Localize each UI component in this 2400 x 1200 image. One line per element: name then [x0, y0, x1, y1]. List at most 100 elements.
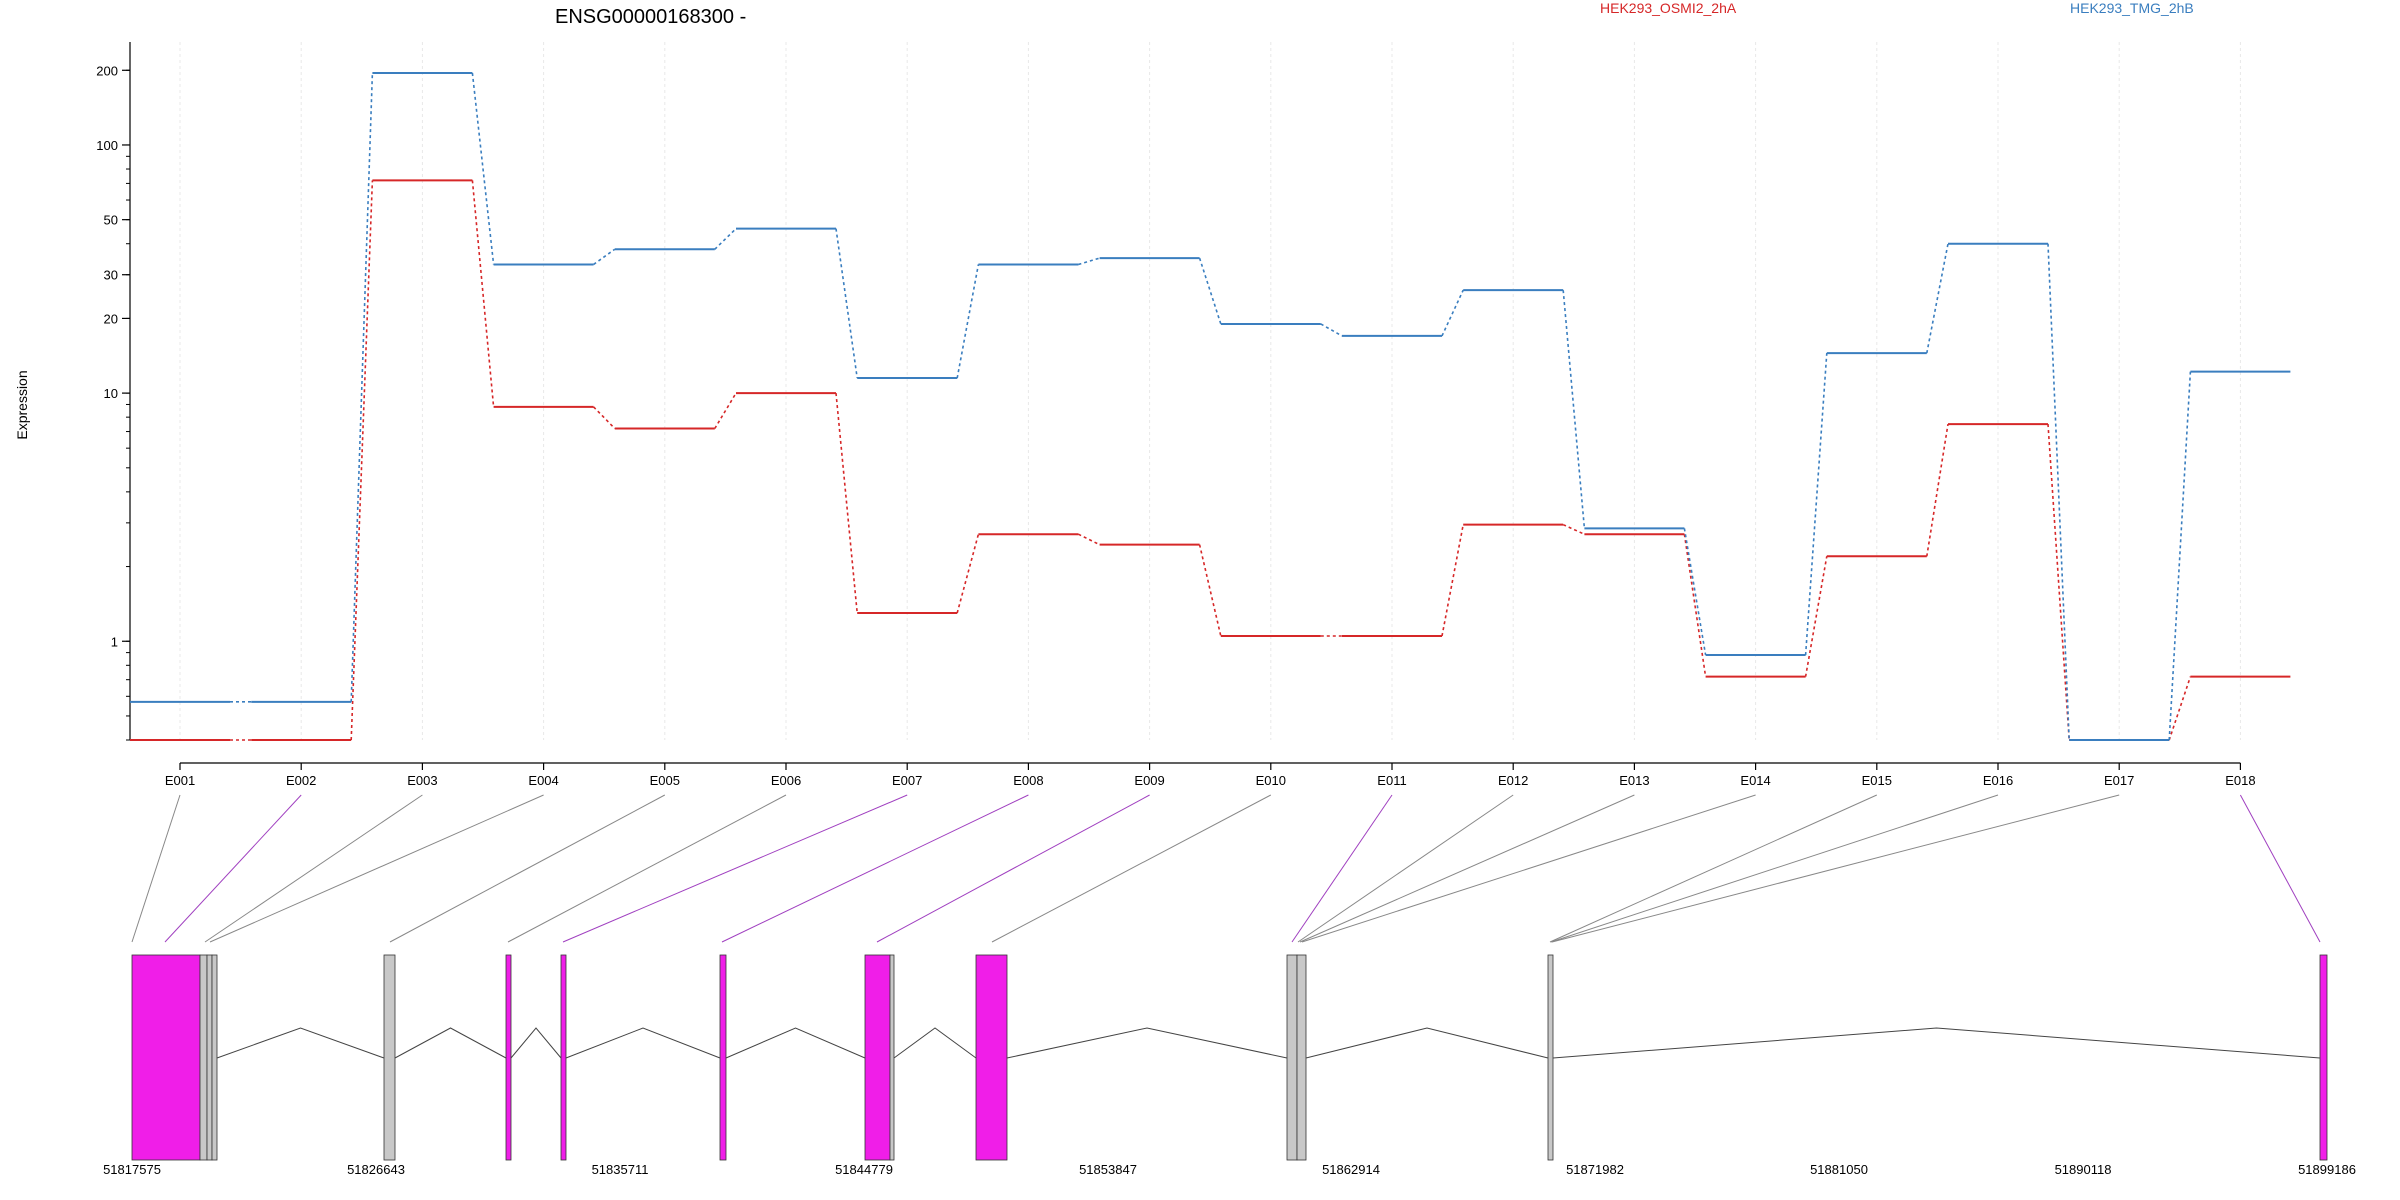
- grid: [179, 42, 2241, 740]
- genomic-coordinate-label-7: 51871982: [1566, 1162, 1624, 1177]
- connector-e004: [209, 794, 544, 943]
- x-tick-label-e001: E001: [165, 773, 195, 788]
- series-2-connector: [1320, 323, 1343, 337]
- connector-e016: [1550, 794, 1999, 943]
- intron-line-2: [394, 1027, 507, 1059]
- legend-entry-series-2: HEK293_TMG_2hB: [2070, 0, 2194, 16]
- exon-block-10: [889, 954, 895, 1161]
- exon-block-13: [1296, 954, 1307, 1161]
- genomic-coordinate-label-2: 51826643: [347, 1162, 405, 1177]
- y-tick-label-200: 200: [96, 63, 118, 78]
- series-2-connector: [1078, 257, 1100, 266]
- exon-block-8: [719, 954, 727, 1161]
- exon-connectors: [131, 794, 2321, 943]
- series-2-connector: [1804, 353, 1828, 656]
- x-tick-label-e005: E005: [650, 773, 680, 788]
- genomic-coordinate-label-5: 51853847: [1079, 1162, 1137, 1177]
- x-tick-label-e014: E014: [1740, 773, 1770, 788]
- connector-e006: [507, 794, 787, 943]
- y-tick-label-50: 50: [104, 213, 118, 228]
- connector-e012: [1297, 794, 1514, 943]
- connector-e005: [389, 794, 666, 943]
- x-tick-label-e010: E010: [1256, 773, 1286, 788]
- series-2-connector: [2047, 243, 2070, 741]
- series-1: [130, 179, 2291, 741]
- chart-title: ENSG00000168300 -: [555, 6, 746, 28]
- genomic-coordinate-label-3: 51835711: [592, 1162, 649, 1177]
- exon-block-4: [211, 954, 218, 1161]
- series-1-connector: [471, 180, 495, 407]
- connector-e014: [1301, 794, 1756, 943]
- exon-block-7: [560, 954, 567, 1161]
- exon-block-11: [975, 954, 1008, 1161]
- intron-line-9: [1552, 1027, 2321, 1059]
- exon-block-15: [2319, 954, 2328, 1161]
- x-tick-label-e011: E011: [1377, 773, 1406, 788]
- series-1-connector: [1078, 533, 1100, 546]
- x-tick-label-e009: E009: [1134, 773, 1164, 788]
- connector-e007: [562, 794, 908, 943]
- exon-block-5: [383, 954, 396, 1161]
- exon-block-2: [199, 954, 208, 1161]
- y-tick-label-10: 10: [104, 386, 118, 401]
- series-1-connector: [1926, 423, 1949, 557]
- x-tick-label-e004: E004: [528, 773, 558, 788]
- series-2-connector: [471, 72, 495, 265]
- connector-e008: [721, 794, 1029, 943]
- intron-line-4: [565, 1027, 721, 1059]
- connector-e018: [2239, 794, 2321, 943]
- exon-block-9: [864, 954, 891, 1161]
- x-tick-label-e012: E012: [1498, 773, 1528, 788]
- genomic-coordinate-label-10: 51899186: [2298, 1162, 2356, 1177]
- intron-line-7: [1006, 1027, 1288, 1059]
- series-1-connector: [350, 180, 374, 741]
- series-2-connector: [1198, 257, 1222, 325]
- genomic-coordinate-label-8: 51881050: [1810, 1162, 1868, 1177]
- connector-e015: [1549, 794, 1878, 943]
- series-2-connector: [714, 228, 737, 250]
- y-tick-label-30: 30: [104, 268, 118, 283]
- series-2-connector: [835, 228, 858, 379]
- y-tick-label-20: 20: [104, 311, 118, 326]
- series-2-connector: [350, 72, 374, 702]
- series-2-connector: [1441, 289, 1464, 337]
- connector-e003: [204, 794, 423, 943]
- x-tick-label-e008: E008: [1013, 773, 1043, 788]
- series-2-connector: [1562, 290, 1586, 529]
- intron-line-8: [1305, 1027, 1549, 1059]
- intron-line-6: [893, 1027, 977, 1059]
- x-tick-label-e016: E016: [1983, 773, 2013, 788]
- connector-e017: [1551, 794, 2120, 943]
- exon-block-12: [1286, 954, 1298, 1161]
- y-tick-label-1: 1: [111, 634, 118, 649]
- x-tick-label-e007: E007: [892, 773, 922, 788]
- series-layer: [130, 72, 2291, 741]
- x-tick-label-e013: E013: [1619, 773, 1649, 788]
- series-1-connector: [956, 534, 980, 614]
- exon-block-14: [1547, 954, 1554, 1161]
- connector-e009: [876, 794, 1150, 943]
- x-tick-label-e018: E018: [2225, 773, 2255, 788]
- gene-track: 51817575 51826643 51835711 51844779 51853847…: [103, 954, 2356, 1177]
- x-tick-label-e015: E015: [1862, 773, 1892, 788]
- series-1-connector: [1804, 556, 1828, 677]
- series-1-connector: [2168, 676, 2192, 741]
- connector-e011: [1291, 794, 1393, 943]
- connector-e002: [164, 794, 302, 943]
- series-2-connector: [593, 248, 616, 266]
- exon-block-1: [131, 954, 201, 1161]
- x-tick-label-e002: E002: [286, 773, 316, 788]
- series-2-connector: [2168, 371, 2192, 741]
- genomic-coordinate-label-1: 51817575: [103, 1162, 161, 1177]
- x-tick-label-e017: E017: [2104, 773, 2134, 788]
- genomic-coordinate-label-4: 51844779: [835, 1162, 893, 1177]
- series-2-connector: [1926, 243, 1949, 354]
- x-tick-label-e006: E006: [771, 773, 801, 788]
- connector-e010: [991, 794, 1272, 943]
- connector-e001: [131, 794, 181, 943]
- series-1-connector: [1198, 544, 1222, 637]
- series-1-connector: [714, 392, 737, 429]
- series-2: [130, 72, 2291, 741]
- intron-line-5: [725, 1027, 866, 1059]
